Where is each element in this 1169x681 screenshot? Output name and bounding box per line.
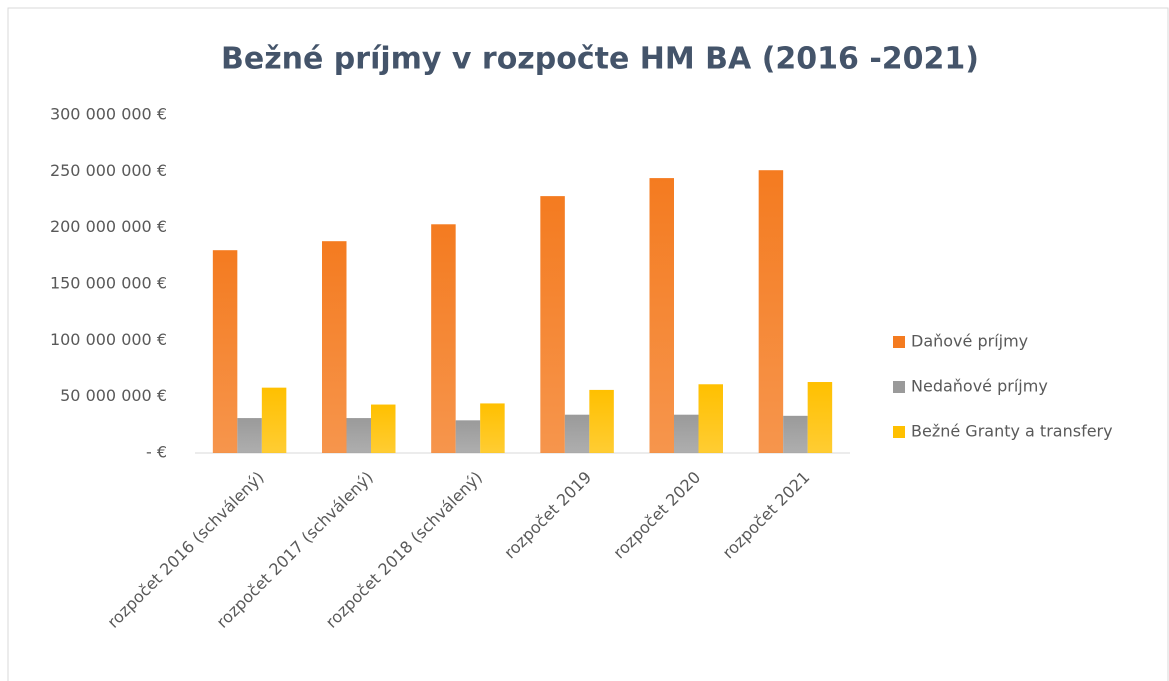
x-tick-label: rozpočet 2020 xyxy=(609,468,704,563)
x-tick-label: rozpočet 2019 xyxy=(500,468,595,563)
bar xyxy=(212,250,238,453)
bar xyxy=(698,384,723,453)
bar xyxy=(589,389,614,453)
legend-label: Nedaňové príjmy xyxy=(911,377,1048,396)
bar xyxy=(649,178,674,454)
bar xyxy=(371,404,396,453)
bar xyxy=(758,170,784,453)
legend-label: Bežné Granty a transfery xyxy=(911,422,1113,441)
y-tick-label: 200 000 000 € xyxy=(50,217,167,236)
chart-title: Bežné príjmy v rozpočte HM BA (2016 -202… xyxy=(221,42,979,77)
bar xyxy=(480,403,505,453)
bar xyxy=(431,224,456,453)
y-tick-label: 250 000 000 € xyxy=(50,161,167,180)
bar xyxy=(346,418,371,453)
y-tick-label: 300 000 000 € xyxy=(50,105,167,124)
legend-swatch xyxy=(893,426,905,438)
bar xyxy=(674,414,699,453)
y-tick-label: 50 000 000 € xyxy=(60,386,167,405)
y-tick-label: 150 000 000 € xyxy=(50,274,167,293)
bar xyxy=(322,241,347,453)
bar xyxy=(807,382,833,453)
bar xyxy=(237,418,262,453)
y-tick-label: 100 000 000 € xyxy=(50,330,167,349)
bar xyxy=(540,196,565,453)
legend-swatch xyxy=(893,336,905,348)
legend-swatch xyxy=(893,381,905,393)
y-tick-label: - € xyxy=(146,443,167,462)
chart-frame xyxy=(7,7,1169,681)
x-tick-label: rozpočet 2021 xyxy=(719,468,814,563)
legend-label: Daňové príjmy xyxy=(911,332,1028,351)
bar xyxy=(564,414,590,453)
bar xyxy=(455,420,481,453)
bar xyxy=(783,415,808,453)
bar xyxy=(261,387,287,453)
